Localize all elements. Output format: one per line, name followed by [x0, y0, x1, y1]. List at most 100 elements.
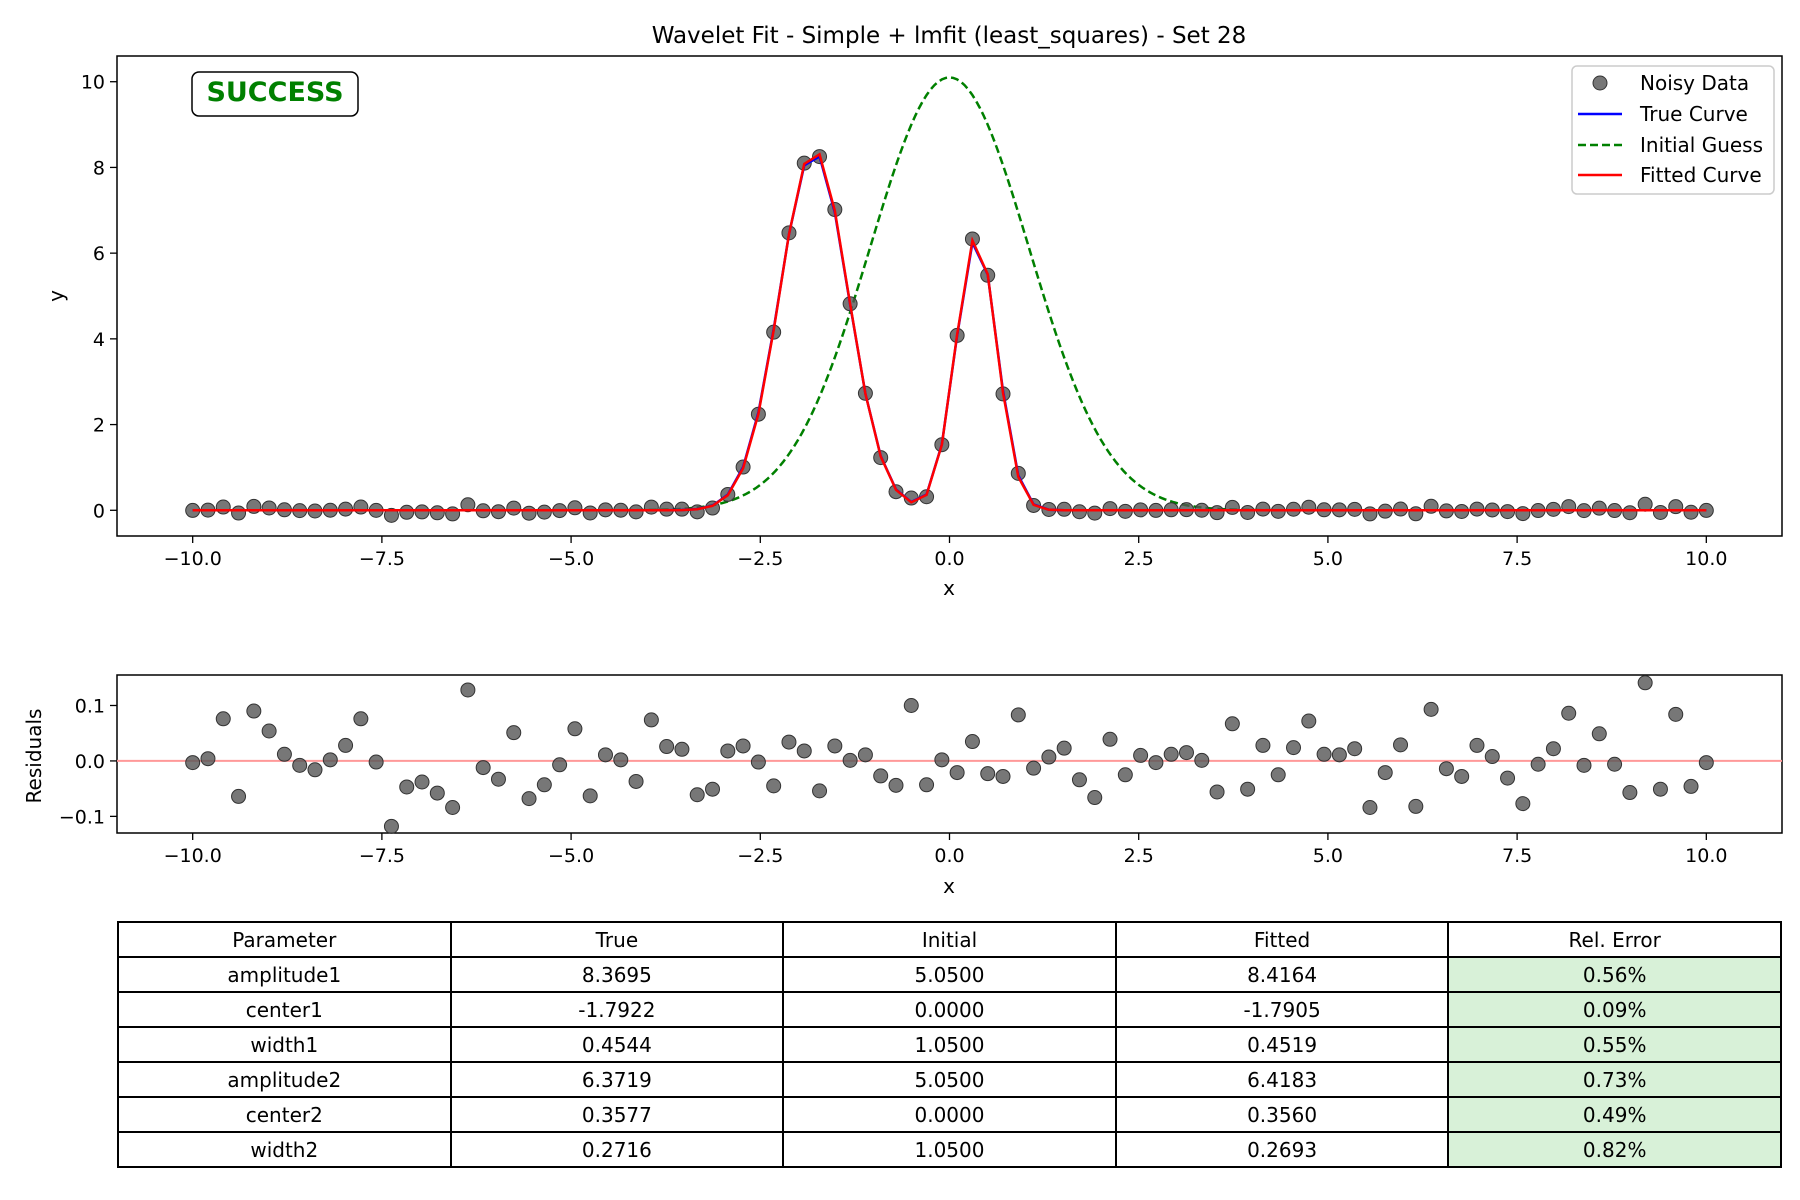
- residual-point: [1316, 746, 1332, 762]
- table-row: amplitude1 8.3695 5.0500 8.4164 0.56%: [117, 956, 1782, 993]
- residual-point: [659, 739, 675, 755]
- noisy-data-point: [445, 506, 461, 522]
- status-badge-box: [191, 71, 359, 117]
- residual-point: [643, 712, 659, 728]
- rel-error-cell: 0.56%: [1447, 956, 1782, 993]
- residual-point: [399, 779, 415, 795]
- residual-point: [597, 747, 613, 763]
- legend-noisy-marker: [1592, 75, 1608, 91]
- residual-point: [1270, 767, 1286, 783]
- table-cell: 8.4164: [1114, 956, 1450, 993]
- residual-point: [1576, 757, 1592, 773]
- residual-point: [582, 788, 598, 804]
- main-plot: −10.0 −7.5 −5.0 −2.5 0.0 2.5 5.0 7.5 10.0 0 2 4 6 8 1…: [44, 55, 1783, 600]
- residual-point: [460, 682, 476, 698]
- residual-point: [521, 791, 537, 807]
- noisy-data-point: [353, 499, 369, 515]
- residual-point: [750, 754, 766, 770]
- fitted-curve-line: [192, 152, 1707, 512]
- residual-point: [1423, 701, 1439, 717]
- residual-point: [1500, 770, 1516, 786]
- table-row: center1 -1.7922 0.0000 -1.7905 0.09%: [117, 991, 1782, 1028]
- x-tick-label: 7.5: [1502, 548, 1532, 570]
- residual-point: [827, 738, 843, 754]
- noisy-data-point: [460, 497, 476, 513]
- table-cell: -1.7905: [1114, 991, 1450, 1028]
- noisy-data-point: [231, 505, 247, 521]
- residual-point: [766, 778, 782, 794]
- residual-point: [919, 777, 935, 793]
- table-cell: 0.2716: [449, 1131, 785, 1168]
- rel-error-cell: 0.49%: [1447, 1096, 1782, 1133]
- y-tick-label: 6: [93, 243, 105, 265]
- noisy-data-point: [1071, 504, 1087, 520]
- residual-point: [1133, 747, 1149, 763]
- residuals-x-axis-label: x: [943, 874, 955, 898]
- residual-point: [552, 757, 568, 773]
- table-cell: center1: [117, 991, 452, 1028]
- noisy-data-point: [1591, 500, 1607, 516]
- noisy-data-point: [1209, 505, 1225, 521]
- noisy-data-point: [215, 499, 231, 515]
- residual-point: [857, 747, 873, 763]
- noisy-data-point: [414, 504, 430, 520]
- residual-point: [261, 723, 277, 739]
- residual-point: [1117, 767, 1133, 783]
- x-tick-label: 10.0: [1685, 548, 1727, 570]
- table-cell: 5.0500: [782, 1061, 1117, 1098]
- residual-point: [445, 799, 461, 815]
- x-tick-label: −2.5: [737, 845, 783, 867]
- residual-point: [1408, 798, 1424, 814]
- legend-initial-label: Initial Guess: [1640, 133, 1763, 157]
- x-tick-label: 2.5: [1124, 548, 1154, 570]
- noisy-data-point: [1500, 504, 1516, 520]
- residual-point: [735, 738, 751, 754]
- table-cell: 1.0500: [782, 1026, 1117, 1063]
- noisy-data-point: [582, 505, 598, 521]
- table-cell: 1.0500: [782, 1131, 1117, 1168]
- table-row: center2 0.3577 0.0000 0.3560 0.49%: [117, 1096, 1782, 1133]
- noisy-data-point: [1408, 506, 1424, 522]
- residual-point: [1668, 706, 1684, 722]
- main-plot-frame: [116, 55, 1783, 537]
- table-header-cell: Rel. Error: [1447, 921, 1782, 958]
- residual-point: [567, 721, 583, 737]
- residual-point: [1026, 760, 1042, 776]
- residual-point: [1087, 790, 1103, 806]
- table-cell: width1: [117, 1026, 452, 1063]
- legend: Noisy Data True Curve Initial Guess Fitt…: [1571, 65, 1775, 195]
- y-tick-label: 10: [81, 72, 105, 94]
- residual-point: [1515, 796, 1531, 812]
- residual-point: [383, 818, 399, 834]
- rel-error-cell: 0.55%: [1447, 1026, 1782, 1063]
- residual-point: [1484, 748, 1500, 764]
- residual-point: [1362, 799, 1378, 815]
- noisy-data-point: [521, 505, 537, 521]
- residual-point: [368, 754, 384, 770]
- noisy-data-point: [490, 504, 506, 520]
- x-tick-label: 5.0: [1313, 548, 1343, 570]
- x-tick-label: 0.0: [934, 548, 964, 570]
- table-cell: 6.4183: [1114, 1061, 1450, 1098]
- y-tick-label: 8: [93, 157, 105, 179]
- x-tick-label: −10.0: [164, 548, 222, 570]
- table-cell: 8.3695: [449, 956, 785, 993]
- y-tick-label: 0.1: [75, 695, 105, 717]
- noisy-data-point: [399, 504, 415, 520]
- main-x-axis-label: x: [943, 576, 955, 600]
- residual-point: [338, 737, 354, 753]
- residual-point: [995, 768, 1011, 784]
- main-y-ticks: 0 2 4 6 8 10: [81, 72, 117, 522]
- residual-point: [200, 751, 216, 767]
- noisy-data-point: [383, 507, 399, 523]
- residual-point: [1637, 675, 1653, 691]
- residual-point: [689, 787, 705, 803]
- residual-point: [613, 752, 629, 768]
- chart-title: Wavelet Fit - Simple + lmfit (least_squa…: [652, 23, 1247, 49]
- noisy-data-point: [888, 484, 904, 500]
- residual-point: [1224, 716, 1240, 732]
- table-cell: amplitude1: [117, 956, 452, 993]
- residuals-plot: −10.0 −7.5 −5.0 −2.5 0.0 2.5 5.0 7.5 10.0 −0.1 0.…: [22, 674, 1783, 898]
- main-y-axis-label: y: [44, 290, 68, 302]
- residual-point: [628, 773, 644, 789]
